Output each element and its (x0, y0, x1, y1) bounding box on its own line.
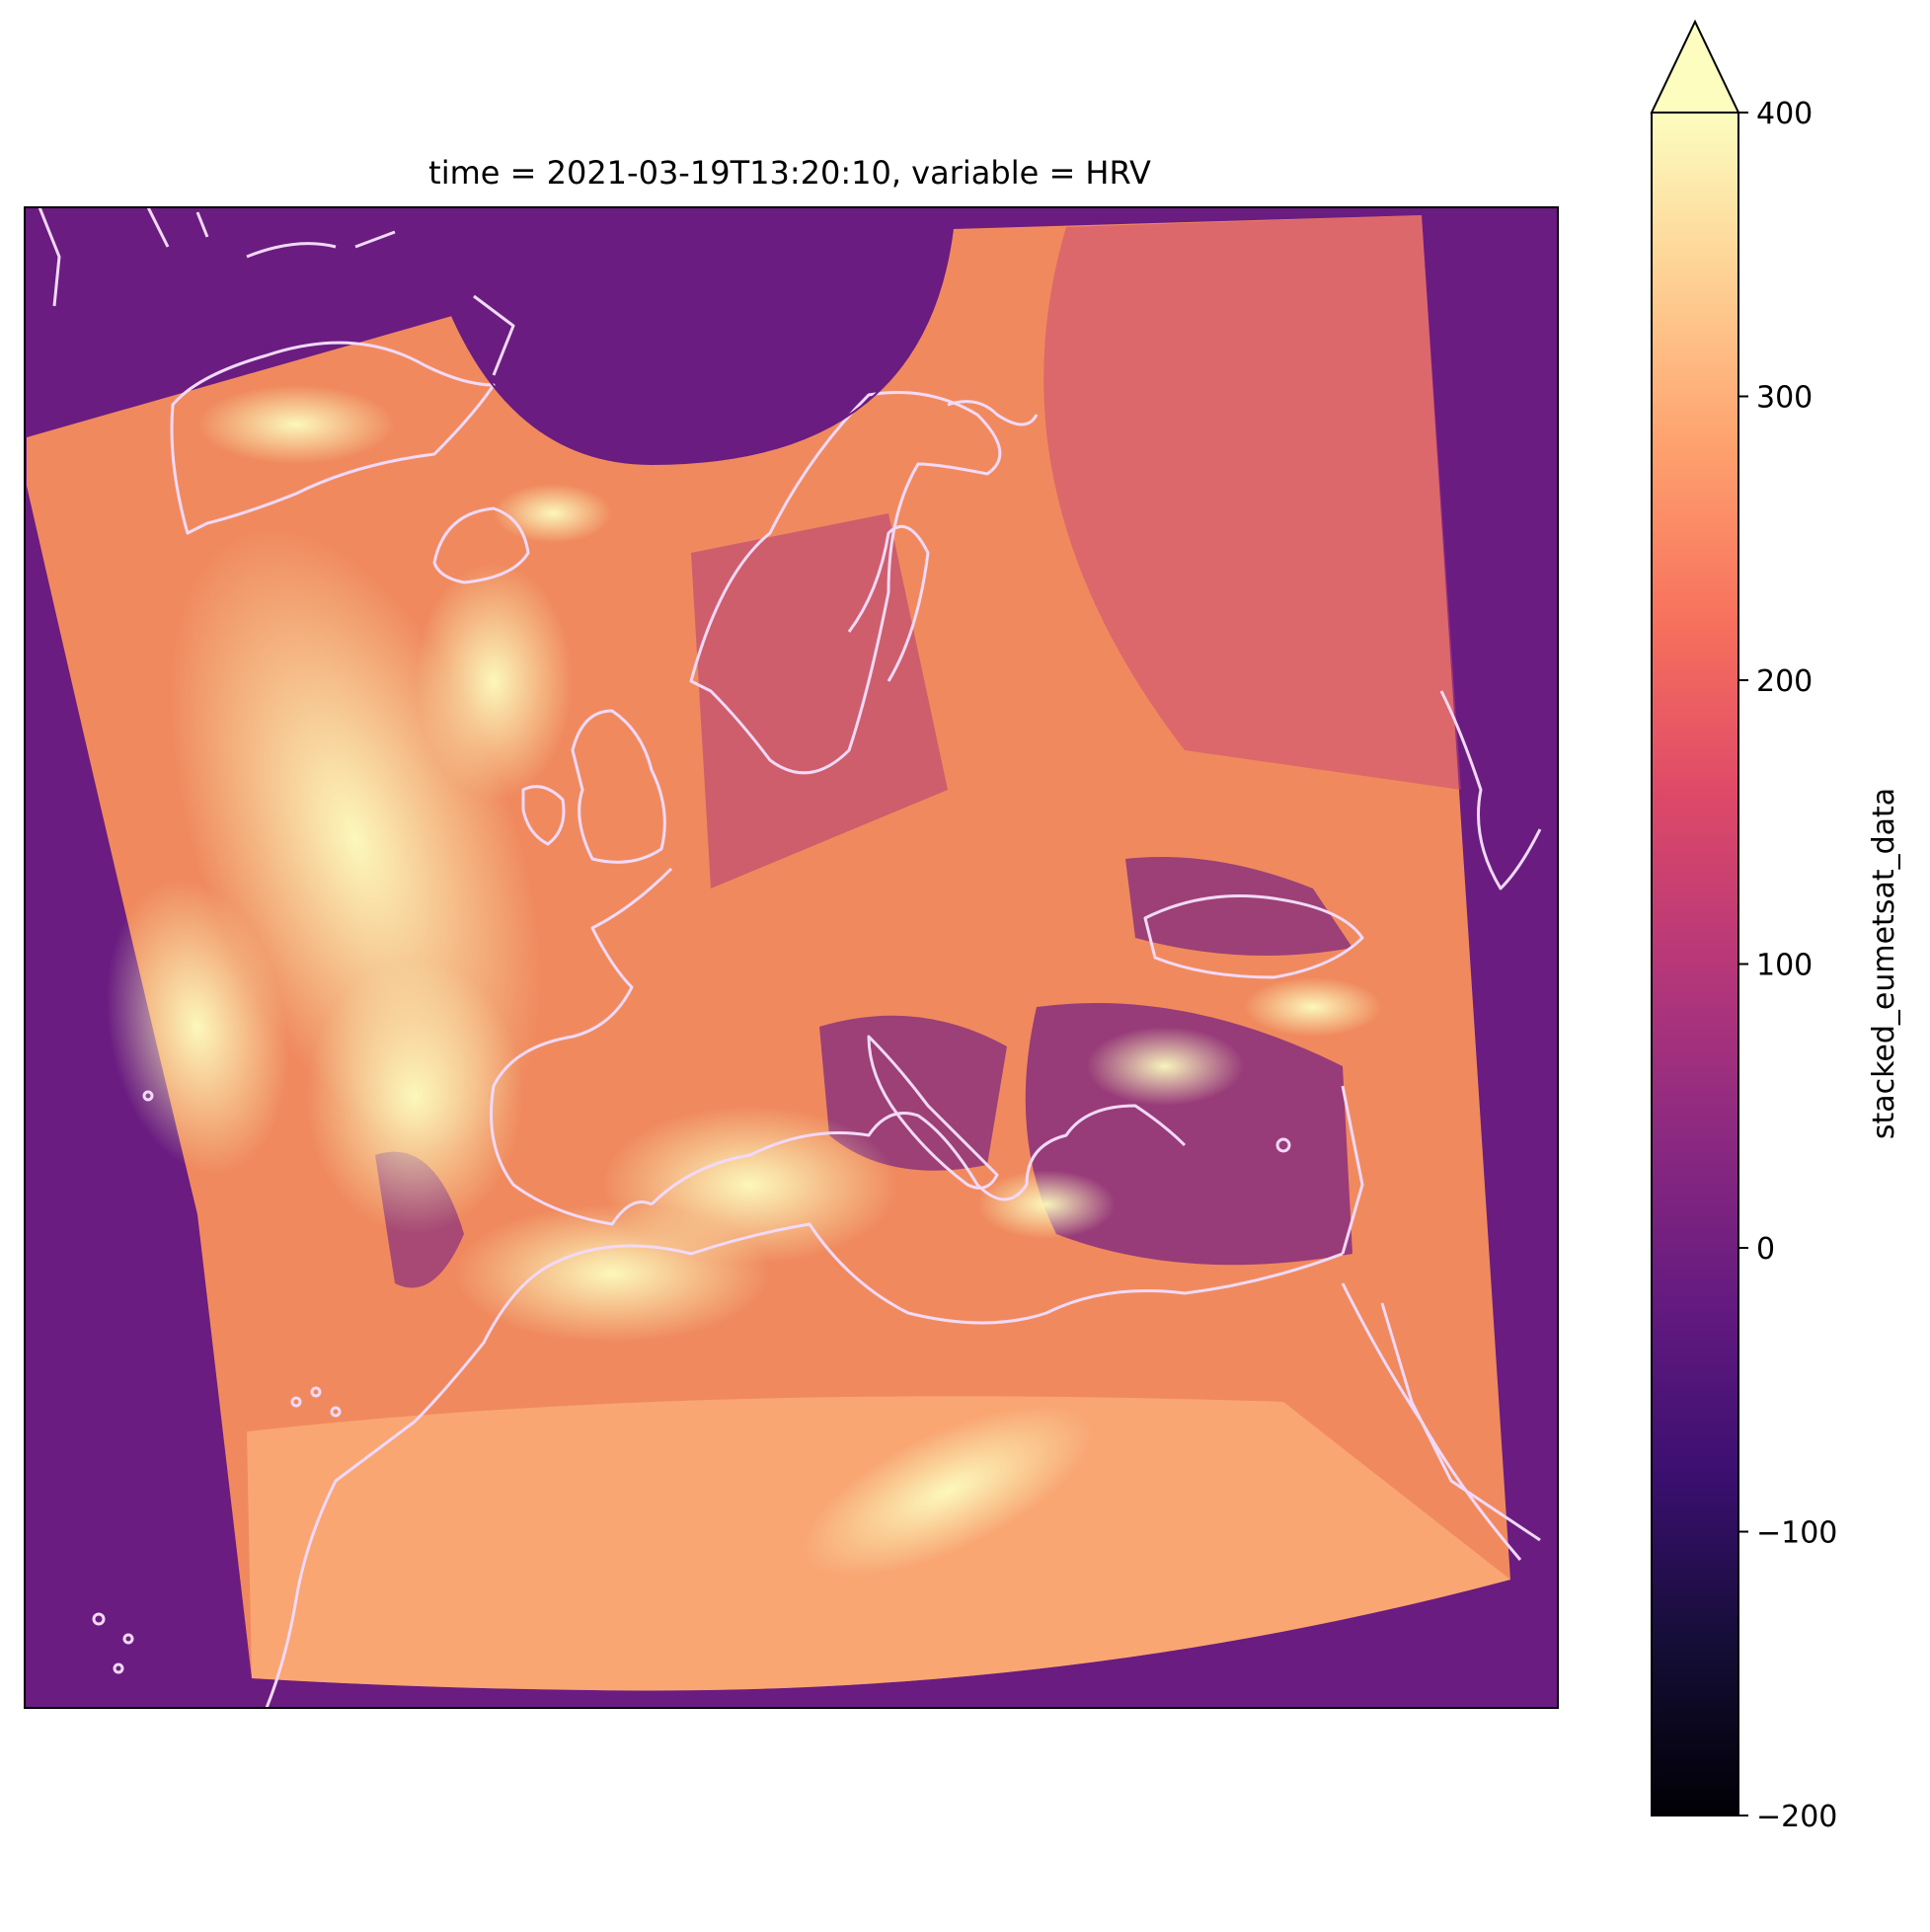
map-frame (24, 206, 1559, 1709)
colorbar-tick-label: 300 (1756, 381, 1813, 416)
colorbar-extend-arrow (1650, 19, 1740, 114)
colorbar-tick-label: −100 (1756, 1516, 1837, 1551)
colorbar-tick-label: 400 (1756, 97, 1813, 131)
colorbar-tick-label: 200 (1756, 664, 1813, 699)
colorbar-ticks: 400 300 200 100 0 −100 −200 (1738, 97, 1837, 1834)
colorbar-tick-label: 100 (1756, 949, 1813, 983)
colorbar-tick-label: 0 (1756, 1232, 1775, 1267)
colorbar-gradient (1652, 113, 1738, 1816)
cloud-fields (106, 385, 1382, 1577)
satellite-footprint (27, 215, 1510, 1691)
coastlines (38, 207, 1542, 1708)
colorbar: 400 300 200 100 0 −100 −200 stacked_eumetsat_d… (1650, 19, 1901, 1834)
colorbar-label: stacked_eumetsat_data (1867, 788, 1901, 1139)
colorbar-tick-label: −200 (1756, 1800, 1837, 1834)
plot-title: time = 2021-03-19T13:20:10, variable = H… (428, 154, 1151, 192)
map-axes (25, 207, 1558, 1708)
